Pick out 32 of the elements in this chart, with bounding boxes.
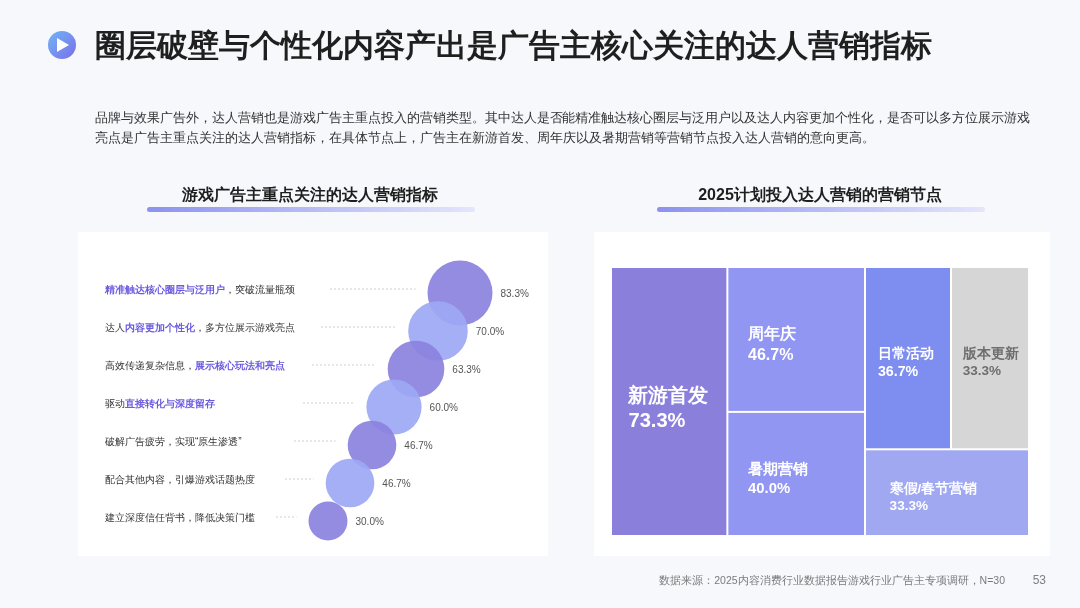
category-label: 达人内容更加个性化，多方位展示游戏亮点 [105, 322, 295, 333]
category-label: 新游首发 [627, 383, 709, 406]
data-label: 36.7% [877, 362, 919, 379]
data-label: 33.3% [889, 497, 929, 513]
data-label: 33.3% [962, 363, 1002, 379]
category-label: 周年庆 [747, 324, 797, 343]
data-label: 73.3% [628, 408, 686, 431]
data-label: 83.3% [500, 288, 529, 299]
data-label: 46.7% [748, 344, 794, 363]
category-label: 配合其他内容，引爆游戏话题热度 [105, 474, 255, 485]
data-label: 60.0% [429, 402, 459, 413]
text: 53 [1032, 573, 1047, 587]
category-label: 寒假/春节营销 [888, 479, 978, 496]
data-label: 30.0% [355, 516, 384, 527]
data-label: 63.3% [452, 364, 481, 375]
category-label: 破解广告疲劳，实现“原生渗透” [104, 436, 242, 447]
text: 圈层破壁与个性化内容产出是广告主核心关注的达人营销指标 [95, 28, 932, 63]
data-label: 70.0% [475, 326, 505, 337]
data-label: 46.7% [404, 440, 433, 451]
category-label: 精准触达核心圈层与泛用户，突破流量瓶颈 [104, 284, 295, 295]
category-label: 建立深度信任背书，降低决策门槛 [104, 512, 255, 523]
data-label: 46.7% [382, 478, 411, 489]
category-label: 日常活动 [877, 345, 934, 362]
data-label: 40.0% [748, 479, 791, 496]
category-label: 版本更新 [961, 345, 1019, 362]
text: 品牌与效果广告外，达人营销也是游戏广告主重点投入的营销类型。其中达人是否能精准触达核心圈层与泛用户以及达人内容更加个性化，是否可以多方位展示游戏亮点是广告主重点关注的达人营销指标，在具体节点上，广告主在新游首发、周年庆以及暑期营销等营销节点投入达人营销的意向更高。 [95, 110, 1030, 145]
category-label: 暑期营销 [747, 460, 809, 477]
text: 2025计划投入达人营销的营销节点 [698, 186, 942, 204]
source-note: 数据来源：2025内容消费行业数据报告游戏行业广告主专项调研，N=30 [659, 574, 1006, 586]
category-label: 高效传递复杂信息，展示核心玩法和亮点 [105, 360, 285, 371]
category-label: 驱动直接转化与深度留存 [105, 398, 215, 409]
text: 游戏广告主重点关注的达人营销指标 [181, 185, 438, 204]
